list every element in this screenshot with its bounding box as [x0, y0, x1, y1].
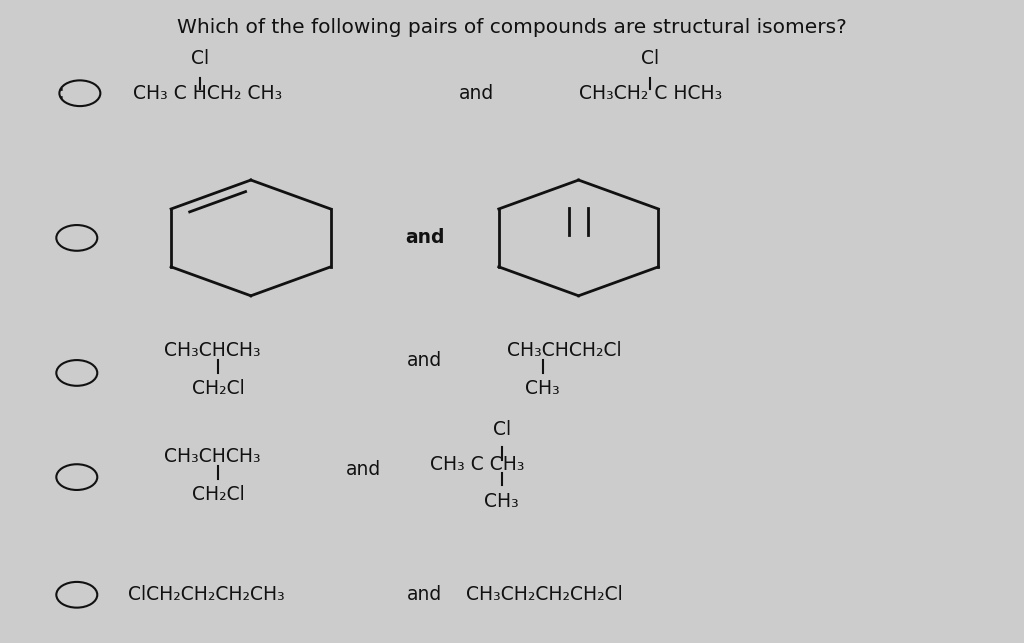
Text: and: and — [408, 585, 442, 604]
Text: Cl: Cl — [190, 48, 209, 68]
Text: CH₃CHCH₃: CH₃CHCH₃ — [164, 447, 260, 466]
Text: CH₃ C HCH₂ CH₃: CH₃ C HCH₂ CH₃ — [133, 84, 283, 103]
Text: CH₃ C CH₃: CH₃ C CH₃ — [430, 455, 524, 474]
Text: and: and — [459, 84, 494, 103]
Text: and: and — [406, 228, 444, 248]
Text: CH₃: CH₃ — [484, 492, 519, 511]
Text: CH₂Cl: CH₂Cl — [191, 379, 245, 399]
Text: CH₃: CH₃ — [525, 379, 560, 399]
Text: CH₃CHCH₂Cl: CH₃CHCH₂Cl — [507, 341, 622, 360]
Text: and: and — [346, 460, 381, 479]
Text: CH₃CH₂ C HCH₃: CH₃CH₂ C HCH₃ — [579, 84, 722, 103]
Text: ClCH₂CH₂CH₂CH₃: ClCH₂CH₂CH₂CH₃ — [128, 585, 285, 604]
Text: CH₃CHCH₃: CH₃CHCH₃ — [164, 341, 260, 360]
Text: Cl: Cl — [641, 48, 659, 68]
Text: and: and — [408, 350, 442, 370]
Text: Which of the following pairs of compounds are structural isomers?: Which of the following pairs of compound… — [177, 18, 847, 37]
Text: Cl: Cl — [493, 419, 511, 439]
Text: :: : — [58, 83, 65, 104]
Text: CH₂Cl: CH₂Cl — [191, 485, 245, 505]
Text: CH₃CH₂CH₂CH₂Cl: CH₃CH₂CH₂CH₂Cl — [466, 585, 623, 604]
